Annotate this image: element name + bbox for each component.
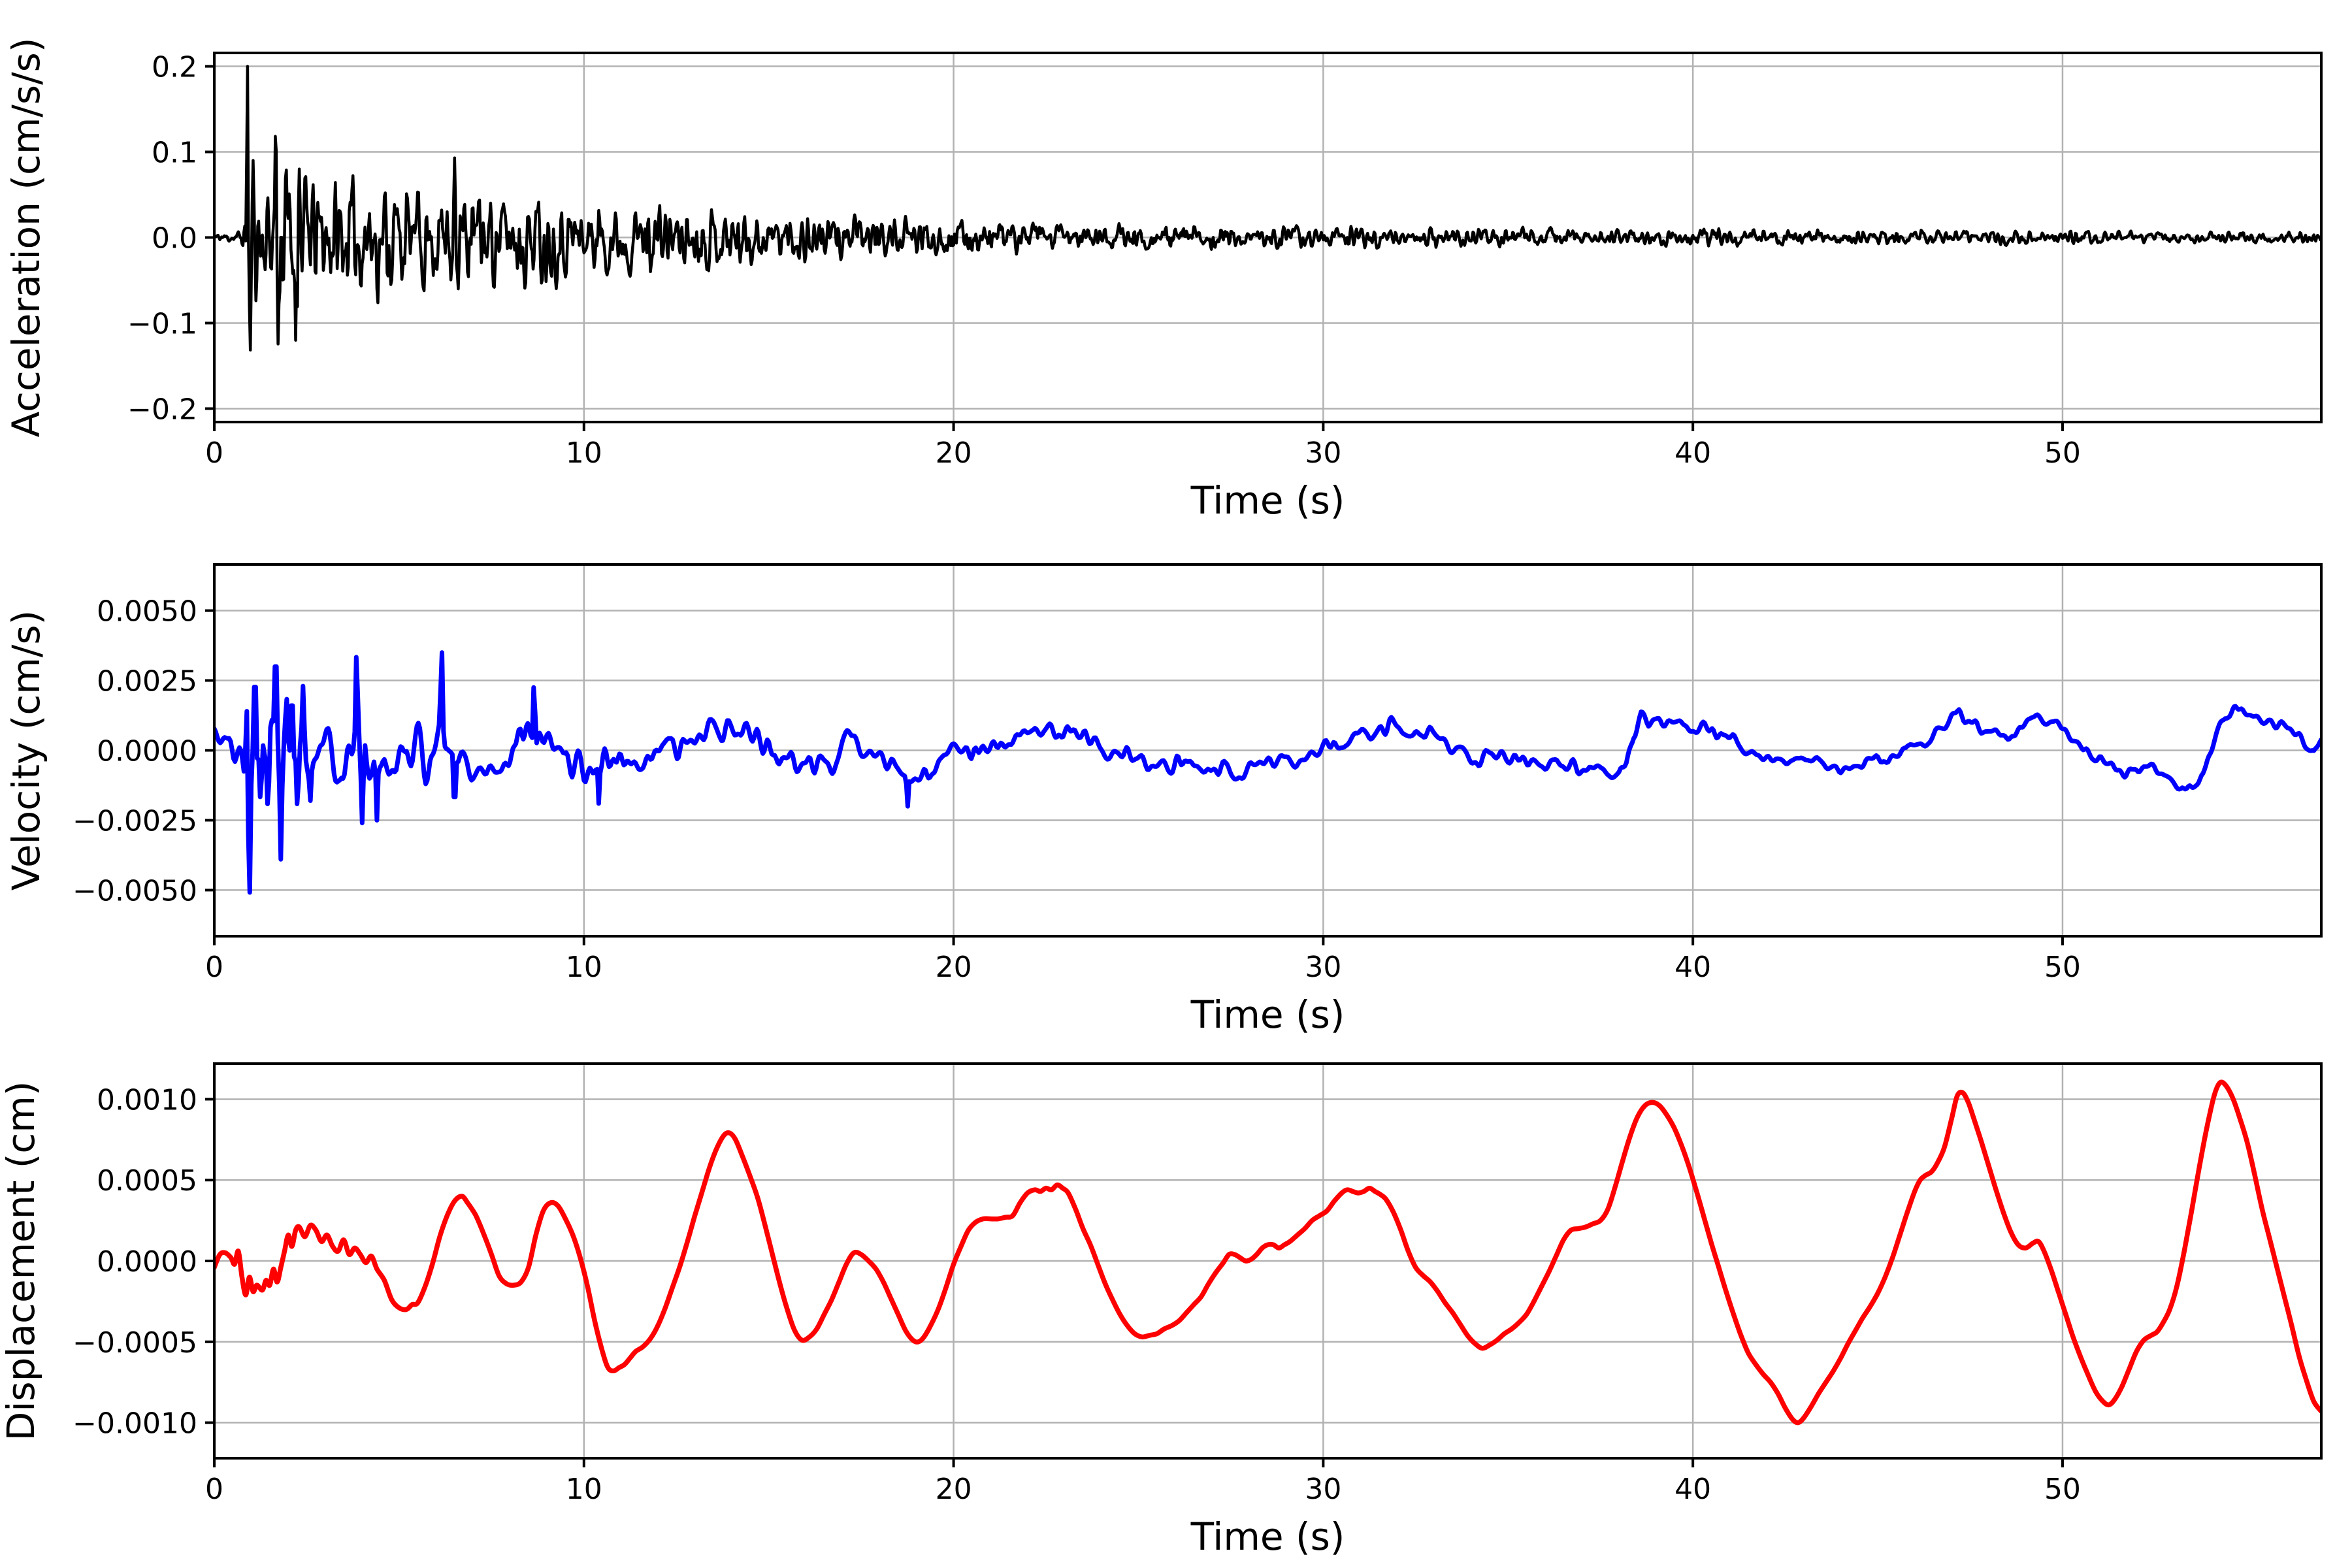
acceleration-line [214,65,2321,352]
y-tick-label: −0.0050 [73,874,197,907]
x-tick-label: 50 [2044,951,2081,984]
x-tick-label: 40 [1674,951,1711,984]
x-tick-label: 0 [205,1473,223,1506]
axes: 0 10 20 30 40 50 0.2 0.1 0.0 −0.1 −0.2 [127,51,2323,470]
y-axis-label: Acceleration (cm/s/s) [4,37,48,437]
y-tick-label: 0.0000 [97,735,197,768]
displacement-trace [214,1079,2321,1426]
y-tick-label: −0.1 [127,307,197,340]
x-tick-label: 30 [1305,951,1341,984]
x-tick-label: 10 [566,1473,602,1506]
y-tick-label: 0.0050 [97,595,197,629]
x-tick-label: 20 [936,436,972,470]
x-tick-label: 0 [205,951,223,984]
acceleration-trace [214,65,2321,352]
x-tick-label: 30 [1305,436,1341,470]
velocity-line [214,650,2321,895]
displacement-plot: 0 10 20 30 40 50 0.0010 0.0005 0.0000 −0.0005 −0.0… [0,1062,2323,1559]
y-tick-label: 0.0025 [97,665,197,698]
y-tick-label: −0.0005 [73,1326,197,1360]
x-tick-label: 10 [566,951,602,984]
velocity-plot: 0 10 20 30 40 50 0.0050 0.0025 0.0000 −0.0025 −0.0… [4,563,2323,1037]
axes: 0 10 20 30 40 50 0.0050 0.0025 0.0000 −0.0025 −0.0… [73,563,2323,984]
y-tick-label: 0.2 [152,51,197,84]
x-tick-label: 10 [566,436,602,470]
y-axis-label: Velocity (cm/s) [4,610,48,890]
x-tick-label: 0 [205,436,223,470]
x-axis-label: Time (s) [1190,992,1345,1037]
y-tick-label: 0.0005 [97,1164,197,1198]
x-tick-label: 20 [936,951,972,984]
y-tick-label: −0.0025 [73,804,197,838]
grid-lines [213,564,2321,936]
x-axis-label: Time (s) [1190,478,1345,523]
y-axis-label: Displacement (cm) [0,1081,43,1441]
x-tick-label: 40 [1674,436,1711,470]
y-tick-label: −0.0010 [73,1407,197,1441]
x-axis-label: Time (s) [1190,1514,1345,1559]
grid-lines [213,1064,2321,1458]
x-tick-label: 50 [2044,1473,2081,1506]
y-tick-label: −0.2 [127,393,197,426]
velocity-trace [214,650,2321,895]
y-tick-label: 0.0000 [97,1245,197,1279]
displacement-line [214,1079,2321,1426]
x-tick-label: 20 [936,1473,972,1506]
x-tick-label: 40 [1674,1473,1711,1506]
axes: 0 10 20 30 40 50 0.0010 0.0005 0.0000 −0.0005 −0.0… [73,1062,2323,1506]
x-tick-label: 30 [1305,1473,1341,1506]
y-tick-label: 0.0 [152,222,197,255]
acceleration-plot: 0 10 20 30 40 50 0.2 0.1 0.0 −0.1 −0.2 Acceleratio… [4,37,2323,523]
x-tick-label: 50 [2044,436,2081,470]
y-tick-label: 0.1 [152,137,197,170]
y-tick-label: 0.0010 [97,1083,197,1117]
